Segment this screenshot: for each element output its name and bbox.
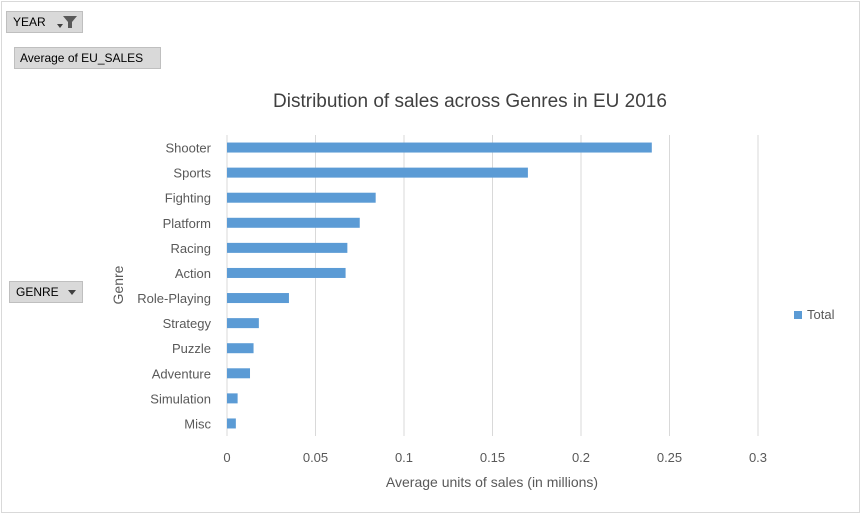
filter-icon bbox=[63, 16, 77, 28]
genre-field-button[interactable]: GENRE bbox=[9, 281, 83, 303]
year-filter-label: YEAR bbox=[13, 15, 46, 29]
chevron-down-icon bbox=[68, 290, 76, 295]
genre-field-label: GENRE bbox=[16, 285, 59, 299]
measure-field-button[interactable]: Average of EU_SALES bbox=[14, 47, 161, 69]
measure-field-label: Average of EU_SALES bbox=[20, 51, 144, 65]
dropdown-arrow-icon bbox=[57, 24, 63, 28]
year-filter-button[interactable]: YEAR bbox=[6, 11, 83, 33]
